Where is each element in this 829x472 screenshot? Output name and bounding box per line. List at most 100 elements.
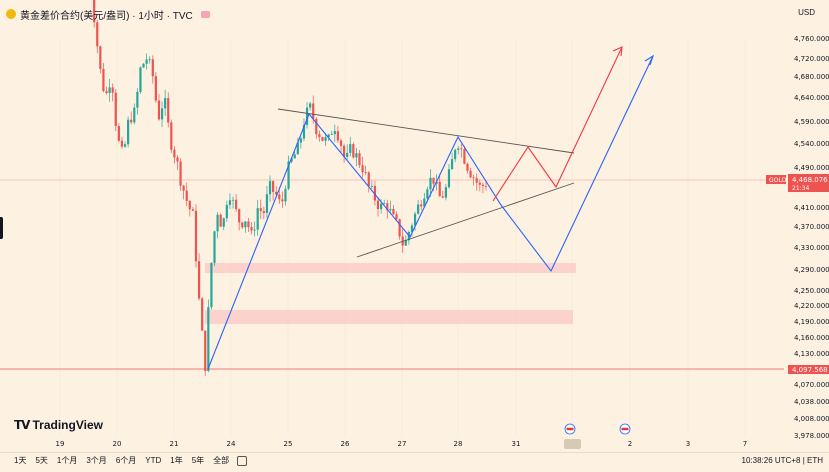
candle-body xyxy=(259,208,262,212)
clock-display[interactable]: 10:38:26 UTC+8 | ETH xyxy=(741,456,823,465)
range-1d[interactable]: 1天 xyxy=(14,456,27,465)
price-tick-label: 3,978.000 xyxy=(794,432,829,440)
calendar-icon[interactable] xyxy=(237,455,248,466)
price-tick-label: 4,130.000 xyxy=(794,350,829,358)
candle-body xyxy=(429,177,432,190)
candle-body xyxy=(160,108,164,120)
candle-body xyxy=(176,157,179,162)
flag-icon[interactable] xyxy=(200,10,210,18)
support-zone xyxy=(205,310,573,324)
candle-body xyxy=(336,131,340,141)
candle-body xyxy=(346,152,349,157)
candle-body xyxy=(352,144,355,158)
candle-body xyxy=(454,149,457,160)
range-all[interactable]: 全部 xyxy=(213,456,230,465)
candle-body xyxy=(342,145,346,157)
candle-body xyxy=(238,209,241,223)
symbol-badge xyxy=(766,175,786,184)
candle-body xyxy=(361,165,364,173)
candle-body xyxy=(182,185,185,191)
candle-body xyxy=(197,261,201,299)
candle-body xyxy=(475,178,478,183)
candle-body xyxy=(194,210,198,262)
candle-body xyxy=(268,181,272,195)
low-price-label: 4,097.568 xyxy=(792,366,828,374)
flag-stripe xyxy=(566,427,574,431)
price-tick-label: 4,220.000 xyxy=(794,302,829,310)
symbol-badge-label: GOLD xyxy=(769,177,787,184)
blue-arrow-head xyxy=(644,54,655,66)
price-tick-label: 4,330.000 xyxy=(794,244,829,252)
candle-body xyxy=(315,118,318,135)
candle-body xyxy=(309,103,312,108)
price-axis[interactable]: 4,760.000 4,720.000 4,680.000 4,640.000 4,59… xyxy=(766,35,829,440)
chart-title-bar[interactable]: 黄金差价合约(美元/盎司) · 1小时 · TVC xyxy=(6,6,210,22)
candle-body xyxy=(179,161,182,186)
candle-body xyxy=(318,134,321,138)
candle-body xyxy=(450,159,454,170)
price-tick-label: 4,008.000 xyxy=(794,415,829,423)
candle-body xyxy=(281,199,284,202)
countdown-label: 21:34 xyxy=(792,185,809,192)
candle-body xyxy=(417,204,420,214)
candle-body xyxy=(324,137,327,141)
candle-body xyxy=(231,199,235,201)
range-1m[interactable]: 1个月 xyxy=(56,456,78,465)
session-label[interactable]: ETH xyxy=(807,456,823,465)
candle-body xyxy=(120,140,124,147)
candle-body xyxy=(370,185,373,187)
candle-body xyxy=(191,209,194,211)
candle-body xyxy=(262,211,265,213)
candle-body xyxy=(256,208,259,230)
candle-body xyxy=(432,177,435,184)
candle-body xyxy=(349,144,352,153)
candle-body xyxy=(204,330,207,371)
price-tick-label: 4,590.000 xyxy=(794,118,829,126)
candle-body xyxy=(466,163,469,171)
range-ytd[interactable]: YTD xyxy=(145,456,162,465)
candle-body xyxy=(287,161,290,189)
candle-body xyxy=(167,98,170,123)
time-tick-label: 2 xyxy=(628,440,632,448)
price-tick-label: 4,190.000 xyxy=(794,318,829,326)
bottom-toolbar: 1天 5天 1个月 3个月 6个月 YTD 1年 5年 全部 10:38:26 … xyxy=(0,452,829,468)
flag-stripe xyxy=(621,427,629,431)
candles xyxy=(90,0,488,376)
low-price-badge xyxy=(788,365,829,374)
candle-body xyxy=(321,137,324,141)
candle-body xyxy=(157,100,161,120)
logo-text: TradingView xyxy=(32,418,103,432)
range-1y[interactable]: 1年 xyxy=(170,456,183,465)
candle-body xyxy=(299,138,302,143)
candle-body xyxy=(117,125,120,141)
candle-body xyxy=(123,144,127,147)
range-5y[interactable]: 5年 xyxy=(191,456,205,465)
time-tick-label: 7 xyxy=(743,440,747,448)
candle-body xyxy=(247,221,250,228)
candle-body xyxy=(250,227,253,231)
candle-body xyxy=(296,142,299,155)
candle-body xyxy=(145,59,148,64)
range-6m[interactable]: 6个月 xyxy=(115,456,137,465)
time-axis[interactable]: 1920212425262728314月237 xyxy=(56,423,748,449)
currency-label[interactable]: USD xyxy=(798,8,815,17)
candle-body xyxy=(463,149,466,164)
candle-body xyxy=(108,87,111,93)
tradingview-logo: 𝗧𝗩 TradingView xyxy=(14,418,103,432)
candle-body xyxy=(111,87,114,93)
price-tick-label: 4,540.000 xyxy=(794,140,829,148)
side-panel-tab[interactable] xyxy=(0,217,3,239)
candle-body xyxy=(367,172,370,187)
range-3m[interactable]: 3个月 xyxy=(86,456,107,465)
candle-body xyxy=(410,225,414,232)
candle-body xyxy=(139,67,142,92)
blue-pattern-path xyxy=(207,55,654,370)
candle-body xyxy=(278,194,281,200)
candle-body xyxy=(275,191,278,195)
support-zones xyxy=(205,263,576,324)
candle-body xyxy=(404,240,407,246)
last-price-label: 4,468.076 xyxy=(792,176,828,184)
range-5d[interactable]: 5天 xyxy=(35,456,48,465)
